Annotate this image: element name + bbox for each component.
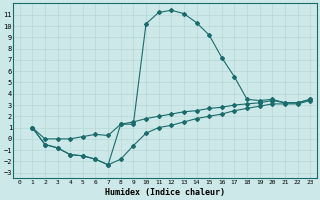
- X-axis label: Humidex (Indice chaleur): Humidex (Indice chaleur): [105, 188, 225, 197]
